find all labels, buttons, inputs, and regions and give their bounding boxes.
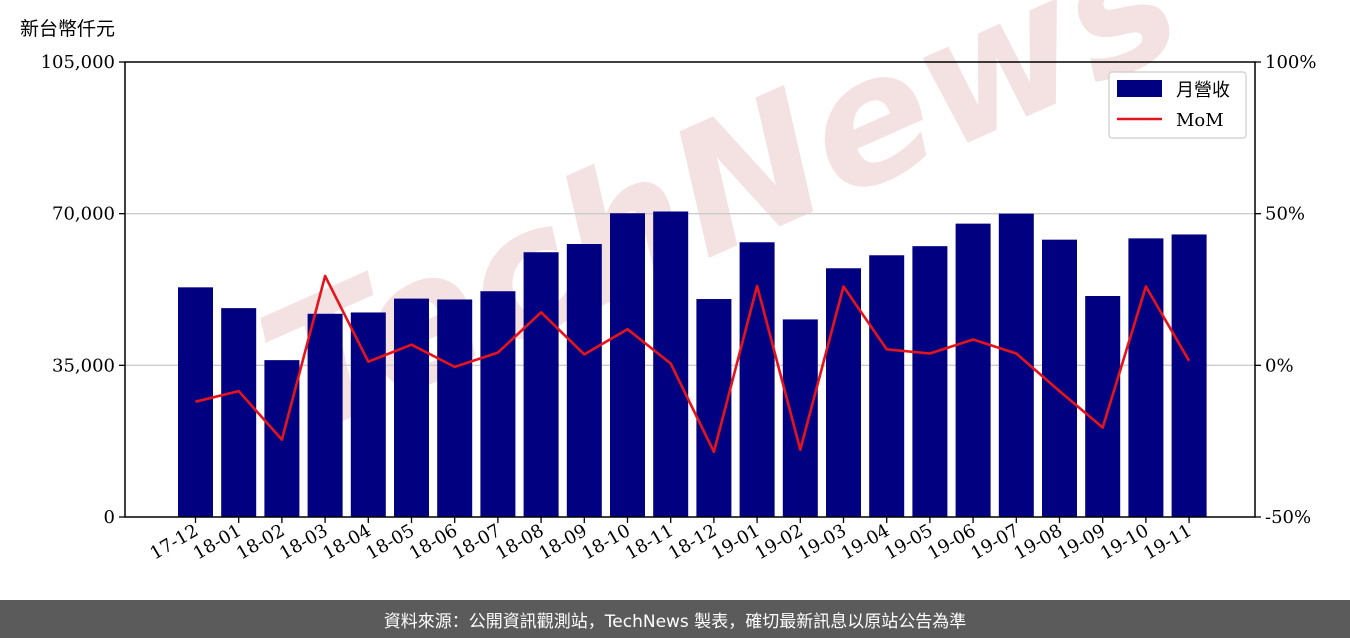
x-tick-label: 18-11	[622, 520, 677, 564]
bar-18-10	[610, 213, 645, 517]
x-tick-label: 19-05	[881, 520, 936, 564]
revenue-chart: TechNews 035,00070,000105,000-50%0%50%10…	[41, 0, 1317, 564]
right-tick-label: -50%	[1265, 507, 1311, 528]
bar-19-01	[739, 242, 775, 517]
x-tick-label: 19-10	[1097, 520, 1152, 564]
x-tick-label: 19-04	[838, 520, 893, 564]
x-tick-label: 18-05	[363, 520, 418, 564]
x-tick-label: 18-12	[665, 520, 720, 564]
right-tick-label: 50%	[1265, 204, 1305, 225]
left-tick-label: 0	[104, 507, 115, 528]
bar-19-08	[1042, 239, 1077, 517]
x-tick-label: 19-09	[1054, 520, 1109, 564]
x-tick-label: 19-06	[924, 520, 979, 564]
legend-label-mom: MoM	[1176, 110, 1224, 131]
legend-swatch-bar	[1117, 80, 1162, 97]
bar-18-06	[437, 299, 473, 517]
x-tick-label: 19-07	[967, 520, 1022, 564]
bar-19-10	[1128, 238, 1164, 517]
left-tick-label: 35,000	[52, 355, 115, 376]
x-tick-label: 18-01	[190, 520, 245, 564]
x-tick-label: 19-11	[1140, 520, 1195, 564]
bar-19-05	[912, 246, 948, 517]
y-axis-unit-label: 新台幣仟元	[20, 18, 116, 40]
bar-18-05	[394, 298, 429, 517]
x-tick-label: 17-12	[147, 520, 202, 564]
x-tick-label: 18-03	[276, 520, 331, 564]
bar-19-11	[1171, 234, 1207, 517]
bar-19-06	[955, 223, 991, 517]
x-tick-label: 18-07	[449, 520, 504, 564]
bar-18-07	[480, 291, 516, 517]
bar-19-09	[1085, 296, 1121, 517]
footer-text: 資料來源：公開資訊觀測站，TechNews 製表，確切最新訊息以原站公告為準	[383, 611, 967, 632]
mom-line	[195, 274, 1191, 454]
x-tick-label: 18-04	[319, 520, 374, 564]
right-tick-label: 0%	[1265, 355, 1294, 376]
x-tick-label: 19-01	[708, 520, 763, 564]
x-tick-label: 19-03	[795, 520, 850, 564]
bar-18-04	[350, 312, 386, 517]
left-tick-label: 105,000	[41, 52, 115, 73]
bar-18-08	[523, 252, 559, 517]
x-tick-label: 19-02	[751, 520, 806, 564]
source-footer: 資料來源：公開資訊觀測站，TechNews 製表，確切最新訊息以原站公告為準	[0, 600, 1350, 638]
x-tick-label: 18-09	[535, 520, 590, 564]
bar-18-03	[307, 313, 343, 517]
x-tick-label: 18-10	[579, 520, 634, 564]
bar-17-12	[178, 287, 213, 517]
legend-label-revenue: 月營收	[1176, 80, 1230, 101]
legend: 月營收 MoM	[1108, 71, 1247, 139]
bar-18-09	[566, 244, 602, 517]
left-tick-label: 70,000	[52, 204, 115, 225]
x-tick-label: 18-06	[406, 520, 461, 564]
bar-19-04	[869, 255, 905, 517]
plot-frame	[124, 61, 1256, 518]
bar-19-03	[826, 268, 861, 517]
right-tick-label: 100%	[1265, 52, 1316, 73]
x-tick-label: 19-08	[1011, 520, 1066, 564]
x-tick-label: 18-08	[492, 520, 547, 564]
x-tick-label: 18-02	[233, 520, 288, 564]
bar-19-02	[782, 319, 818, 517]
bar-18-01	[221, 308, 257, 517]
mom-line-series	[195, 274, 1191, 454]
